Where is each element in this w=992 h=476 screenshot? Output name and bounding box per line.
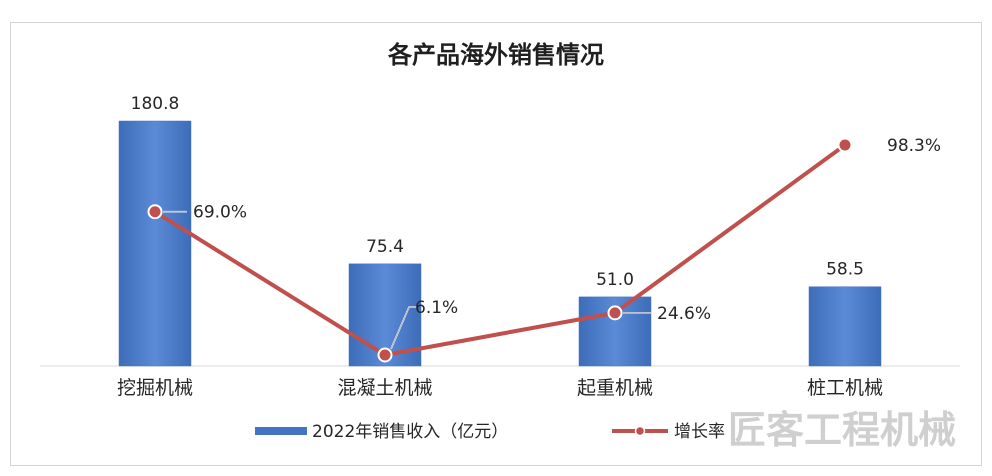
bar-value-label-0: 180.8 xyxy=(131,94,180,114)
bar-value-label-3: 58.5 xyxy=(826,260,864,280)
bars-layer xyxy=(118,120,882,367)
rate-value-label-0: 69.0% xyxy=(193,203,247,223)
legend: 2022年销售收入（亿元） 增长率 xyxy=(255,422,725,442)
category-label-1: 混凝土机械 xyxy=(337,377,432,399)
rate-value-label-1: 6.1% xyxy=(415,298,458,318)
bar-value-label-1: 75.4 xyxy=(366,237,404,257)
rate-value-label-2: 24.6% xyxy=(657,304,711,324)
legend-bar-swatch xyxy=(255,427,307,435)
category-label-0: 挖掘机械 xyxy=(117,377,193,399)
category-label-2: 起重机械 xyxy=(577,377,653,399)
category-label-3: 桩工机械 xyxy=(807,377,883,399)
rate-marker-1 xyxy=(377,347,393,363)
bar-3 xyxy=(808,286,882,367)
legend-line-marker xyxy=(634,425,646,437)
chart-title: 各产品海外销售情况 xyxy=(387,40,604,69)
rate-marker-3 xyxy=(837,137,853,153)
legend-bar-label: 2022年销售收入（亿元） xyxy=(312,422,508,442)
watermark: 匠客工程机械 xyxy=(728,408,956,452)
rate-value-label-3: 98.3% xyxy=(887,136,941,156)
bar-0 xyxy=(118,120,192,367)
bar-value-label-2: 51.0 xyxy=(596,270,634,290)
rate-marker-0 xyxy=(147,204,163,220)
growth-rate-line xyxy=(153,143,847,357)
line-layer xyxy=(147,137,853,363)
legend-line-label: 增长率 xyxy=(674,422,725,442)
rate-marker-2 xyxy=(607,305,623,321)
labels-layer: 180.8 挖掘机械 75.4 混凝土机械 51.0 起重机械 58.5 桩工机械 69.0% 6… xyxy=(117,94,941,399)
rate-leader-line-shadow-1 xyxy=(390,306,417,350)
